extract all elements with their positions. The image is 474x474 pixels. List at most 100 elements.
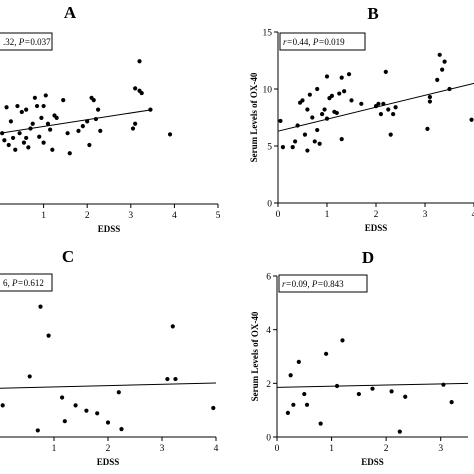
data-point (50, 147, 55, 152)
data-point (95, 411, 100, 416)
y-tick-label: 4 (266, 326, 271, 336)
data-point (391, 111, 396, 117)
x-tick-label: 0 (275, 444, 280, 454)
data-point (427, 94, 432, 100)
data-point (17, 131, 22, 136)
data-point (334, 110, 339, 116)
data-point (469, 117, 474, 122)
data-point (48, 127, 53, 132)
data-point (37, 134, 42, 139)
x-axis-title: EDSS (97, 457, 120, 467)
data-point (305, 107, 310, 112)
data-point (38, 304, 43, 309)
stat-box (0, 273, 53, 292)
data-point (67, 151, 72, 156)
y-tick-label: 15 (263, 29, 273, 39)
data-point (65, 131, 70, 136)
y-tick-label: 5 (267, 143, 272, 153)
data-point (24, 135, 29, 141)
data-point (21, 140, 27, 145)
data-point (0, 131, 5, 136)
stat-text: .32, P=0.037 (3, 37, 51, 47)
panel-a: A 1 2 3 4 5 EDSS .32, P=0.037 (0, 3, 221, 234)
data-point (324, 74, 330, 79)
data-point (30, 121, 35, 126)
data-point (2, 138, 7, 143)
data-point (449, 400, 454, 405)
data-point (119, 427, 124, 432)
data-point (346, 72, 352, 77)
regression-line (0, 109, 153, 134)
data-point (393, 105, 398, 110)
data-point (305, 148, 310, 153)
data-point (46, 333, 51, 338)
data-point (91, 98, 96, 103)
data-point (211, 405, 216, 411)
data-point (0, 403, 5, 408)
data-point (41, 103, 46, 109)
stat-box (0, 32, 53, 51)
data-point (288, 373, 293, 378)
regression-line (0, 382, 217, 389)
data-point (165, 376, 170, 382)
data-point (28, 126, 33, 131)
data-point (167, 132, 173, 137)
data-point (378, 111, 383, 117)
data-point (26, 145, 31, 150)
data-point (441, 382, 446, 387)
x-tick-label: 3 (423, 210, 428, 220)
data-point (437, 52, 442, 57)
data-point (370, 386, 375, 391)
data-point (315, 86, 320, 92)
y-tick-label: 2 (266, 380, 271, 390)
x-tick-label: 4 (172, 211, 177, 221)
data-point (342, 89, 347, 94)
data-point (116, 390, 121, 395)
data-point (34, 103, 40, 109)
data-point (62, 419, 67, 424)
data-point (340, 338, 345, 343)
data-point (334, 383, 340, 389)
data-point (381, 101, 386, 106)
data-point (6, 142, 11, 148)
data-point (285, 410, 291, 415)
data-point (320, 111, 325, 117)
data-point (322, 107, 327, 112)
data-point (440, 67, 445, 72)
data-point (43, 93, 48, 98)
data-point (170, 324, 175, 329)
data-point (310, 115, 315, 120)
y-tick-label: 0 (267, 200, 272, 210)
x-tick-label: 3 (128, 211, 133, 221)
data-point (80, 124, 85, 129)
x-tick-label: 5 (216, 211, 221, 221)
data-point (35, 428, 40, 433)
x-axis-title: EDSS (361, 457, 384, 467)
data-point (19, 109, 24, 115)
data-point (41, 140, 46, 145)
data-point (293, 139, 298, 144)
x-tick-label: 3 (160, 444, 165, 454)
data-point (389, 389, 394, 394)
y-axis-title: Serum Levels of OX-40 (249, 72, 259, 162)
data-point (442, 59, 447, 64)
data-point (302, 391, 307, 397)
y-axis-title: Serum Levels of OX-40 (250, 311, 260, 401)
data-point (73, 403, 78, 408)
data-point (93, 116, 99, 122)
x-tick-label: 1 (325, 210, 330, 220)
data-point (96, 107, 101, 112)
x-tick-label: 2 (106, 444, 111, 454)
data-point (302, 132, 308, 137)
data-point (317, 141, 322, 146)
data-point (290, 145, 295, 150)
data-point (133, 121, 138, 126)
x-tick-label: 1 (329, 444, 334, 454)
data-point (98, 128, 103, 133)
data-point (315, 127, 320, 133)
data-point (280, 145, 285, 150)
data-point (4, 105, 9, 110)
data-point (105, 420, 111, 425)
stat-text: r=0.09, P=0.843 (282, 279, 344, 289)
